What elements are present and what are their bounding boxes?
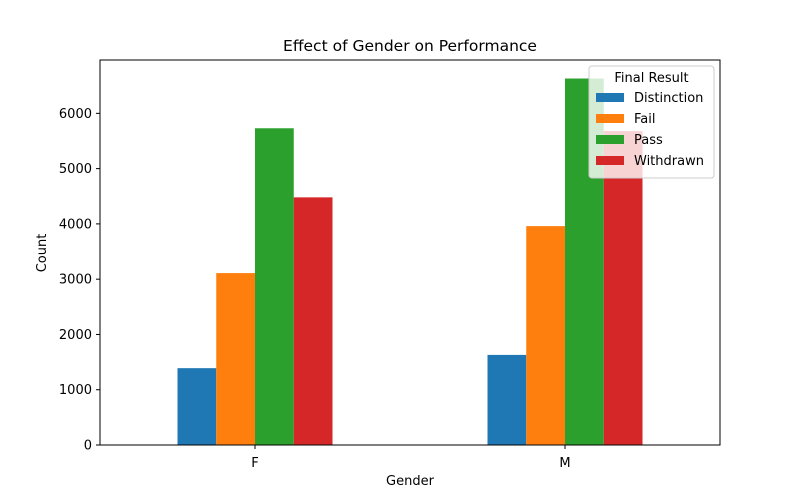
bars-group: [177, 78, 643, 446]
bar-withdrawn-f: [293, 197, 333, 445]
y-axis: 0 1000 2000 3000 4000 5000 6000: [59, 107, 100, 454]
plot-frame: [99, 59, 721, 446]
y-tick-label: 0: [84, 439, 92, 454]
chart-title: Effect of Gender on Performance: [283, 37, 537, 55]
legend-label-distinction: Distinction: [634, 91, 703, 106]
bar-distinction-f: [177, 368, 217, 445]
y-tick-label: 1000: [59, 383, 92, 398]
x-tick-label: F: [251, 456, 258, 471]
bar-pass-f: [255, 128, 294, 445]
legend-title: Final Result: [614, 71, 688, 86]
bar-withdrawn-m: [603, 131, 643, 445]
y-tick-label: 2000: [59, 328, 92, 343]
x-axis-label: Gender: [386, 474, 435, 489]
legend-swatch-pass: [596, 135, 624, 144]
bar-distinction-m: [487, 354, 527, 445]
legend-swatch-fail: [596, 114, 624, 123]
legend-label-withdrawn: Withdrawn: [634, 154, 704, 169]
bar-fail-f: [216, 273, 255, 445]
bar-fail-m: [526, 226, 565, 445]
y-tick-label: 5000: [59, 162, 92, 177]
legend-label-fail: Fail: [634, 112, 655, 127]
legend-swatch-distinction: [596, 93, 624, 102]
legend-swatch-withdrawn: [596, 156, 624, 165]
y-axis-label: Count: [35, 234, 50, 273]
x-tick-label: M: [559, 456, 570, 471]
y-tick-label: 4000: [59, 217, 92, 232]
y-tick-label: 3000: [59, 273, 92, 288]
y-tick-label: 6000: [59, 107, 92, 122]
legend: Final Result Distinction Fail Pass Withdrawn: [588, 65, 715, 179]
legend-label-pass: Pass: [634, 133, 663, 148]
